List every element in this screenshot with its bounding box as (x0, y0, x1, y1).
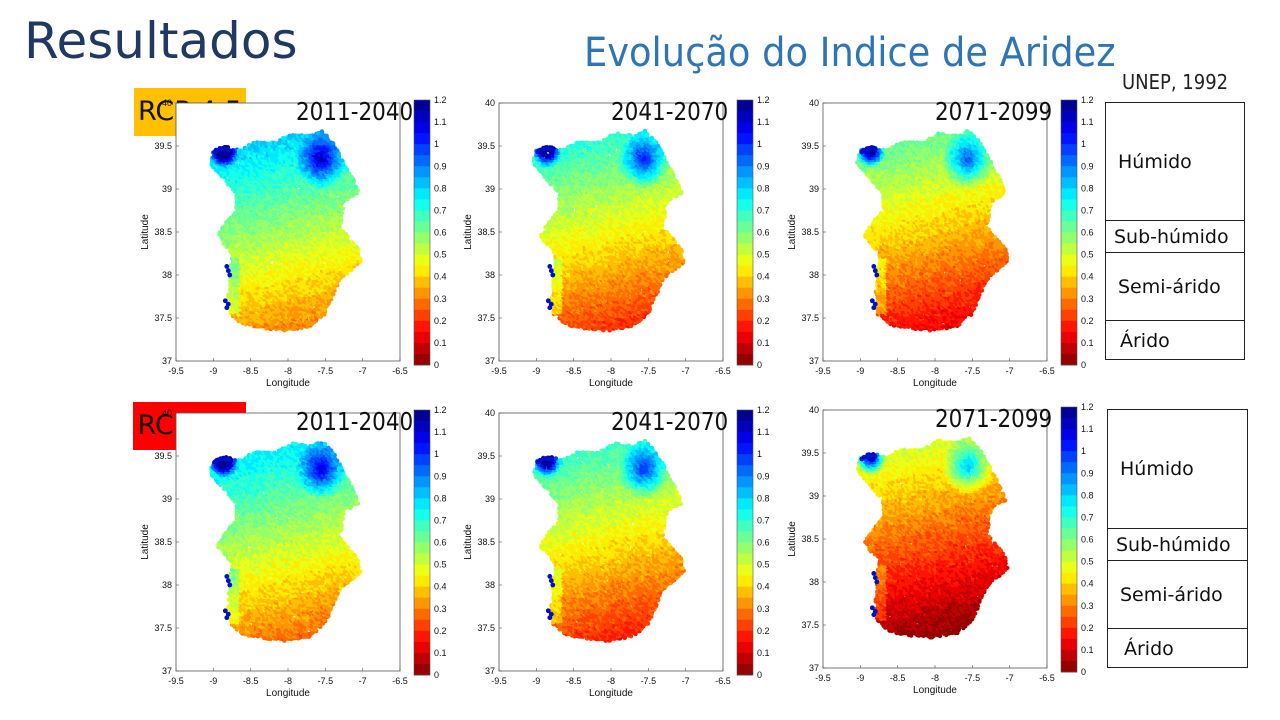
colorbar-segment (414, 353, 430, 366)
period-title: 2011-2040 (296, 97, 413, 126)
y-tick-label: 39.5 (154, 141, 172, 151)
grid-point (303, 315, 308, 320)
colorbar-segment (414, 298, 430, 311)
grid-point (330, 141, 336, 146)
x-tick-label: -9 (209, 366, 217, 376)
x-tick-label: -7.5 (318, 366, 334, 376)
colorbar-segment (414, 276, 430, 289)
colorbar-segment (414, 309, 430, 322)
grid-point (212, 149, 218, 155)
map-panel-r1-c1: -9.5 -9 -8.5 -8 -7.5 -7 -6.5 40 39.5 39 38.5 38 37.5… (140, 95, 450, 405)
colorbar-segment (414, 188, 430, 200)
aridity-map: -9.5 -9 -8.5 -8 -7.5 -7 -6.5 40 39.5 39 38.5 38 37.5… (140, 95, 447, 389)
colorbar-segment (414, 342, 430, 355)
colorbar-segment (414, 155, 430, 167)
colorbar-tick-label: 0.5 (434, 250, 447, 260)
grid-point (303, 276, 309, 281)
colorbar-segment (414, 199, 430, 211)
colorbar-tick-label: 0.3 (434, 294, 447, 304)
grid-point (319, 129, 325, 134)
x-tick-label: -9.5 (168, 366, 184, 376)
grid-point (227, 272, 233, 278)
colorbar-tick-label: 0.4 (434, 272, 447, 282)
y-tick-label: 38.5 (154, 227, 172, 237)
y-tick-label: 38 (162, 270, 172, 280)
grid-point (324, 133, 329, 138)
aridity-map: -9.5 -9 -8.5 -8 -7.5 -7 -6.54039.53938.53837.5… (463, 95, 770, 389)
x-tick-label: -8.5 (243, 366, 259, 376)
colorbar-segment (414, 221, 430, 233)
colorbar-tick-label: 1 (434, 139, 439, 149)
colorbar-tick-label: 0 (434, 360, 439, 370)
colorbar-tick-label: 0.6 (434, 228, 447, 238)
grid-point (355, 188, 360, 193)
grid-point (224, 264, 230, 269)
colorbar-segment (414, 243, 430, 255)
colorbar-segment (414, 100, 430, 112)
x-tick-label: -8 (284, 366, 292, 376)
colorbar-segment (414, 177, 430, 189)
grid-point (354, 245, 359, 250)
grid-point (318, 288, 323, 293)
colorbar-segment (414, 265, 430, 278)
grid-point (268, 285, 273, 291)
colorbar-segment (414, 254, 430, 267)
grid-point (311, 220, 316, 226)
grid-point (341, 273, 346, 278)
grid-point (339, 158, 345, 163)
station-points (209, 129, 363, 333)
grid-point (350, 240, 355, 245)
source-citation: UNEP, 1992 (1122, 70, 1228, 94)
colorbar-segment (414, 232, 430, 244)
colorbar-segment (414, 210, 430, 222)
grid-point (225, 147, 231, 152)
colorbar-tick-label: 0.9 (434, 161, 447, 171)
grid-point (338, 228, 343, 233)
colorbar-tick-label: 1.2 (434, 95, 447, 105)
colorbar-segment (414, 331, 430, 344)
colorbar-segment (414, 287, 430, 300)
colorbar-segment (414, 144, 430, 156)
slide-subtitle: Evolução do Indice de Aridez (584, 30, 1116, 76)
colorbar-tick-label: 0.1 (434, 338, 447, 348)
grid-point (358, 256, 363, 261)
x-tick-label: -7 (359, 366, 367, 376)
grid-point (222, 298, 228, 304)
x-axis-label: Longitude (266, 378, 310, 389)
colorbar-segment (414, 111, 430, 123)
y-tick-label: 37 (162, 356, 172, 366)
colorbar-tick-label: 0.8 (434, 183, 447, 193)
y-tick-label: 40 (162, 98, 172, 108)
colorbar-segment (414, 122, 430, 134)
y-tick-label: 37.5 (154, 313, 172, 323)
grid-point (343, 231, 348, 237)
colorbar-tick-label: 0.2 (434, 316, 447, 326)
colorbar-tick-label: 0.7 (434, 205, 447, 215)
x-tick-label: -6.5 (392, 366, 408, 376)
y-tick-label: 39 (162, 184, 172, 194)
colorbar-segment (414, 166, 430, 178)
colorbar-segment (414, 320, 430, 333)
map-panel-r1-c2: -9.5 -9 -8.5 -8 -7.5 -7 -6.5 40 39.5 39 38.5 38 37.5… (463, 95, 773, 405)
colorbar-tick-label: 1.1 (434, 117, 447, 127)
y-axis-label: Latitude (140, 214, 151, 250)
grid-point (225, 268, 231, 274)
colorbar-segment (414, 133, 430, 145)
slide-title: Resultados (24, 12, 298, 70)
